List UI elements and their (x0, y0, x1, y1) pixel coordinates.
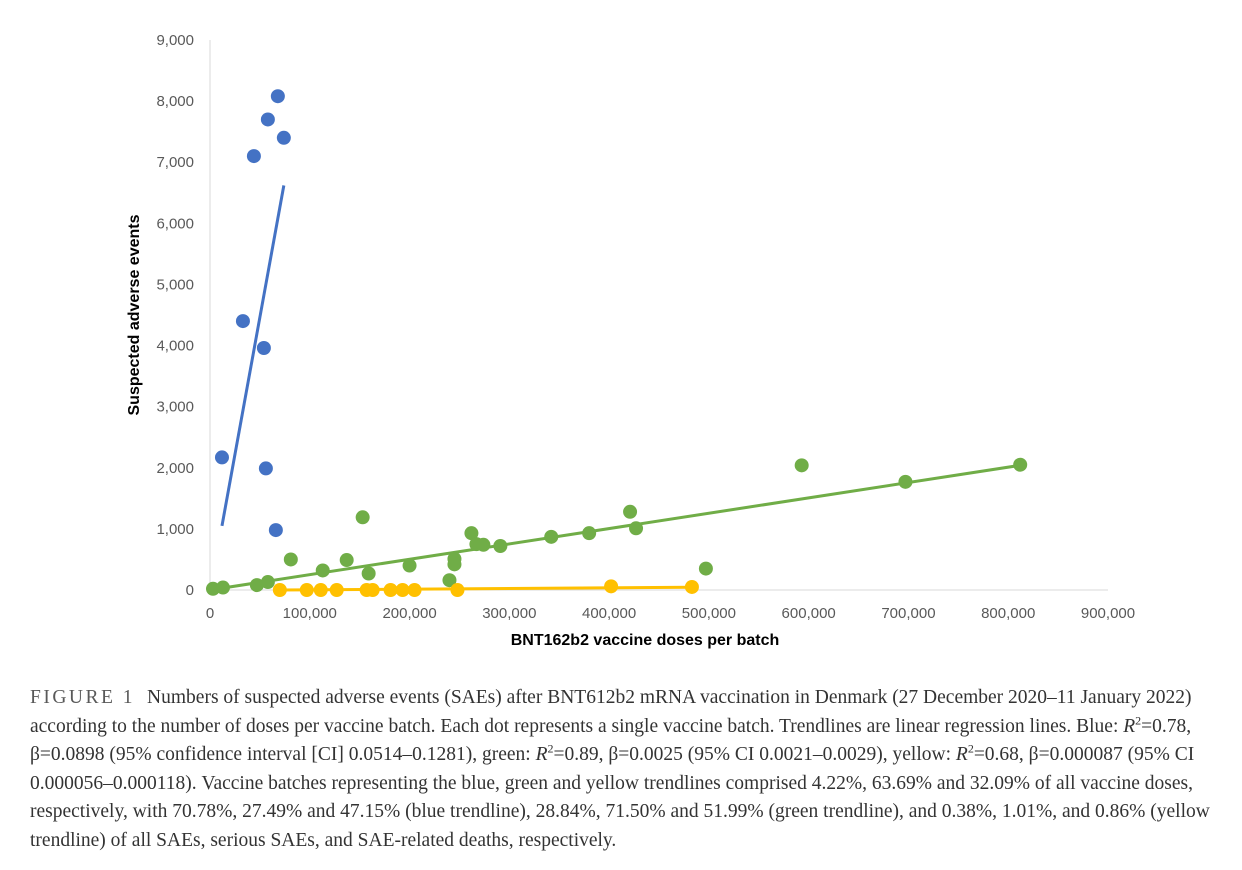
data-point-series-2 (544, 529, 559, 544)
y-tick-label: 3,000 (156, 399, 194, 416)
y-tick-label: 7,000 (156, 154, 194, 171)
data-point-series-2 (476, 537, 491, 552)
figure-label: FIGURE 1 (30, 687, 136, 708)
data-point-series-2 (1013, 457, 1028, 472)
data-point-series-2 (283, 552, 298, 567)
x-tick-label: 700,000 (881, 605, 935, 622)
x-tick-label: 800,000 (981, 605, 1035, 622)
x-tick-label: 300,000 (482, 605, 536, 622)
y-tick-label: 2,000 (156, 460, 194, 477)
r-squared-symbol: R (955, 744, 968, 765)
y-tick-label: 8,000 (156, 93, 194, 110)
data-point-series-1 (270, 89, 285, 104)
data-point-series-2 (402, 558, 417, 573)
x-tick-label: 500,000 (682, 605, 736, 622)
data-point-series-2 (582, 526, 597, 541)
data-point-series-2 (355, 510, 370, 525)
data-point-series-3 (395, 583, 410, 597)
r-squared-symbol: R (535, 744, 548, 765)
data-point-series-2 (361, 566, 376, 581)
r-squared-symbol: R (1123, 715, 1136, 737)
y-tick-label: 9,000 (156, 32, 194, 49)
caption-text: Numbers of suspected adverse events (SAE… (30, 687, 1192, 737)
superscript: 2 (547, 741, 554, 756)
x-axis-tick-labels: 0 100,000 200,000 300,000 400,000 500,000 600,… (206, 605, 1135, 622)
trendline-series-2 (209, 463, 1021, 592)
caption-text: =0.68, β=0.000087 (95% CI 0.000056–0.000… (30, 744, 1210, 851)
trendline-series-3 (279, 585, 692, 592)
data-point-series-2 (629, 521, 644, 536)
data-point-series-3 (299, 583, 314, 597)
data-point-series-2 (698, 561, 713, 576)
data-point-series-2 (898, 474, 913, 489)
data-point-series-1 (258, 461, 273, 476)
data-point-series-1 (256, 341, 271, 355)
superscript: 2 (1135, 713, 1142, 727)
data-point-series-2 (623, 504, 638, 519)
caption-text: =0.89, β=0.0025 (95% CI 0.0021–0.0029), … (553, 744, 956, 765)
data-point-series-3 (383, 583, 398, 597)
data-point-series-2 (493, 539, 508, 553)
data-point-series-1 (276, 130, 291, 145)
data-points (205, 89, 1028, 597)
data-point-series-3 (313, 583, 328, 597)
x-axis-title: BNT162b2 vaccine doses per batch (511, 632, 780, 649)
y-tick-label: 0 (186, 582, 194, 599)
y-tick-label: 1,000 (156, 521, 194, 538)
y-tick-label: 6,000 (156, 215, 194, 232)
y-axis-tick-labels: 0 1,000 2,000 3,000 4,000 5,000 6,000 7,000 8,00… (156, 32, 194, 599)
y-tick-label: 5,000 (156, 276, 194, 293)
data-point-series-1 (246, 149, 261, 164)
data-point-series-2 (339, 553, 354, 568)
data-point-series-2 (260, 575, 275, 590)
caption-text: =0.78, β=0.0898 (95% confidence interval… (30, 715, 1192, 766)
data-point-series-1 (260, 112, 275, 127)
data-point-series-2 (249, 578, 264, 593)
data-point-series-3 (407, 583, 422, 597)
trendlines (209, 185, 1021, 592)
superscript: 2 (967, 741, 974, 756)
trendline-series-1 (220, 185, 286, 527)
y-axis-title: Suspected adverse events (126, 214, 143, 415)
scatter-chart: 0 1,000 2,000 3,000 4,000 5,000 6,000 7,000 8,00… (126, 32, 1135, 649)
x-tick-label: 900,000 (1081, 605, 1135, 622)
data-point-series-2 (442, 573, 457, 588)
data-point-series-3 (684, 579, 699, 594)
x-tick-label: 0 (206, 605, 214, 622)
data-point-series-2 (447, 557, 462, 572)
x-tick-label: 100,000 (283, 605, 337, 622)
data-point-series-3 (450, 583, 465, 597)
data-point-series-1 (268, 523, 283, 538)
data-point-series-1 (235, 314, 250, 329)
x-tick-label: 200,000 (382, 605, 436, 622)
figure-caption: FIGURE 1 Numbers of suspected adverse eve… (30, 684, 1210, 855)
data-point-series-3 (604, 579, 619, 594)
data-point-series-2 (794, 458, 809, 473)
data-point-series-3 (329, 583, 344, 597)
x-tick-label: 600,000 (782, 605, 836, 622)
data-point-series-3 (365, 583, 380, 597)
x-tick-label: 400,000 (582, 605, 636, 622)
data-point-series-2 (215, 580, 230, 595)
y-tick-label: 4,000 (156, 338, 194, 355)
data-point-series-3 (272, 583, 287, 597)
data-point-series-1 (214, 450, 229, 465)
data-point-series-2 (315, 563, 330, 578)
data-point-series-2 (464, 526, 479, 541)
